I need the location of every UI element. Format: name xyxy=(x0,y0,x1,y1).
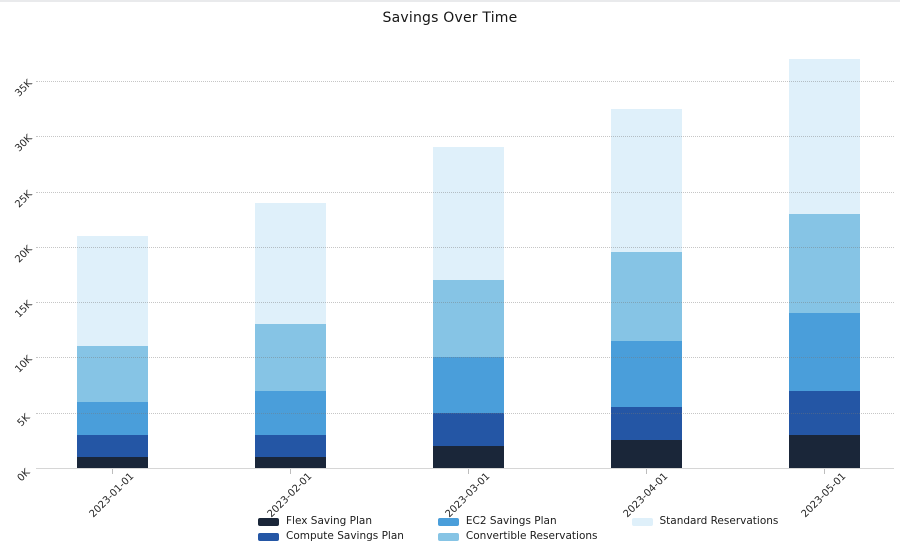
legend-item: Standard Reservations xyxy=(631,515,779,527)
bar-segment xyxy=(432,147,504,280)
bar-segment xyxy=(76,456,148,468)
bar-segment xyxy=(788,58,860,214)
gridline xyxy=(36,80,894,82)
bar-segment xyxy=(254,324,326,391)
bar-segment xyxy=(254,456,326,468)
legend-column: EC2 Savings Plan Convertible Reservations xyxy=(437,515,598,542)
y-tick-label: 35K xyxy=(13,77,35,100)
y-tick-label: 10K xyxy=(13,354,35,376)
legend-label: Convertible Reservations xyxy=(465,530,598,542)
bar-segment xyxy=(76,235,148,347)
legend-swatch xyxy=(437,517,459,526)
x-axis-tick xyxy=(468,469,469,474)
y-tick-label: 0K xyxy=(15,467,33,484)
bar-segment xyxy=(610,340,682,408)
legend-item: EC2 Savings Plan xyxy=(437,515,598,527)
chart-title: Savings Over Time xyxy=(382,10,518,26)
legend-swatch xyxy=(258,532,279,541)
legend-swatch xyxy=(631,517,653,526)
bar-segment xyxy=(788,390,860,435)
bar-segment xyxy=(610,440,682,468)
legend-item: Flex Saving Plan xyxy=(258,516,404,527)
legend-column: Flex Saving Plan Compute Savings Plan xyxy=(258,516,404,542)
legend-label: Flex Saving Plan xyxy=(286,515,373,527)
bar-segment xyxy=(610,407,682,441)
legend-label: Standard Reservations xyxy=(659,515,779,527)
bar-segment xyxy=(432,445,504,468)
legend: Flex Saving Plan Compute Savings Plan EC2 … xyxy=(258,516,778,542)
bar-segment xyxy=(76,401,148,435)
gridline xyxy=(36,246,894,248)
y-tick-label: 15K xyxy=(13,298,35,321)
legend-column: Standard Reservations xyxy=(631,515,779,542)
x-axis-line xyxy=(36,468,894,469)
legend-swatch xyxy=(437,532,459,541)
bar-segment xyxy=(788,313,860,391)
bar-segment xyxy=(76,434,148,457)
bar-segment xyxy=(254,390,326,435)
y-tick-label: 30K xyxy=(13,132,35,155)
bar-segment xyxy=(254,434,326,457)
gridline xyxy=(36,302,894,304)
x-axis-tick xyxy=(112,469,113,474)
legend-label: Compute Savings Plan xyxy=(286,530,404,542)
bar-segment xyxy=(610,252,682,341)
bar-segment xyxy=(432,279,504,358)
bar-segment xyxy=(432,412,504,446)
bar-segment xyxy=(788,434,860,468)
x-axis-tick xyxy=(290,469,291,474)
gridline xyxy=(36,191,894,193)
bar-segment xyxy=(788,213,860,314)
legend-item: Convertible Reservations xyxy=(437,530,598,542)
x-axis-tick xyxy=(646,469,647,474)
bar-segment xyxy=(254,202,326,325)
y-tick-label: 20K xyxy=(13,243,35,266)
gridline xyxy=(36,412,894,414)
legend-label: EC2 Savings Plan xyxy=(465,515,557,527)
gridline xyxy=(36,136,894,138)
x-axis-tick xyxy=(824,469,825,474)
y-tick-label: 5K xyxy=(15,411,33,429)
bar-segment xyxy=(610,108,682,253)
bar-segment xyxy=(432,357,504,413)
bar-segment xyxy=(76,346,148,402)
gridline xyxy=(36,357,894,359)
legend-item: Compute Savings Plan xyxy=(258,531,404,542)
y-tick-label: 25K xyxy=(13,188,35,210)
legend-swatch xyxy=(258,517,279,526)
